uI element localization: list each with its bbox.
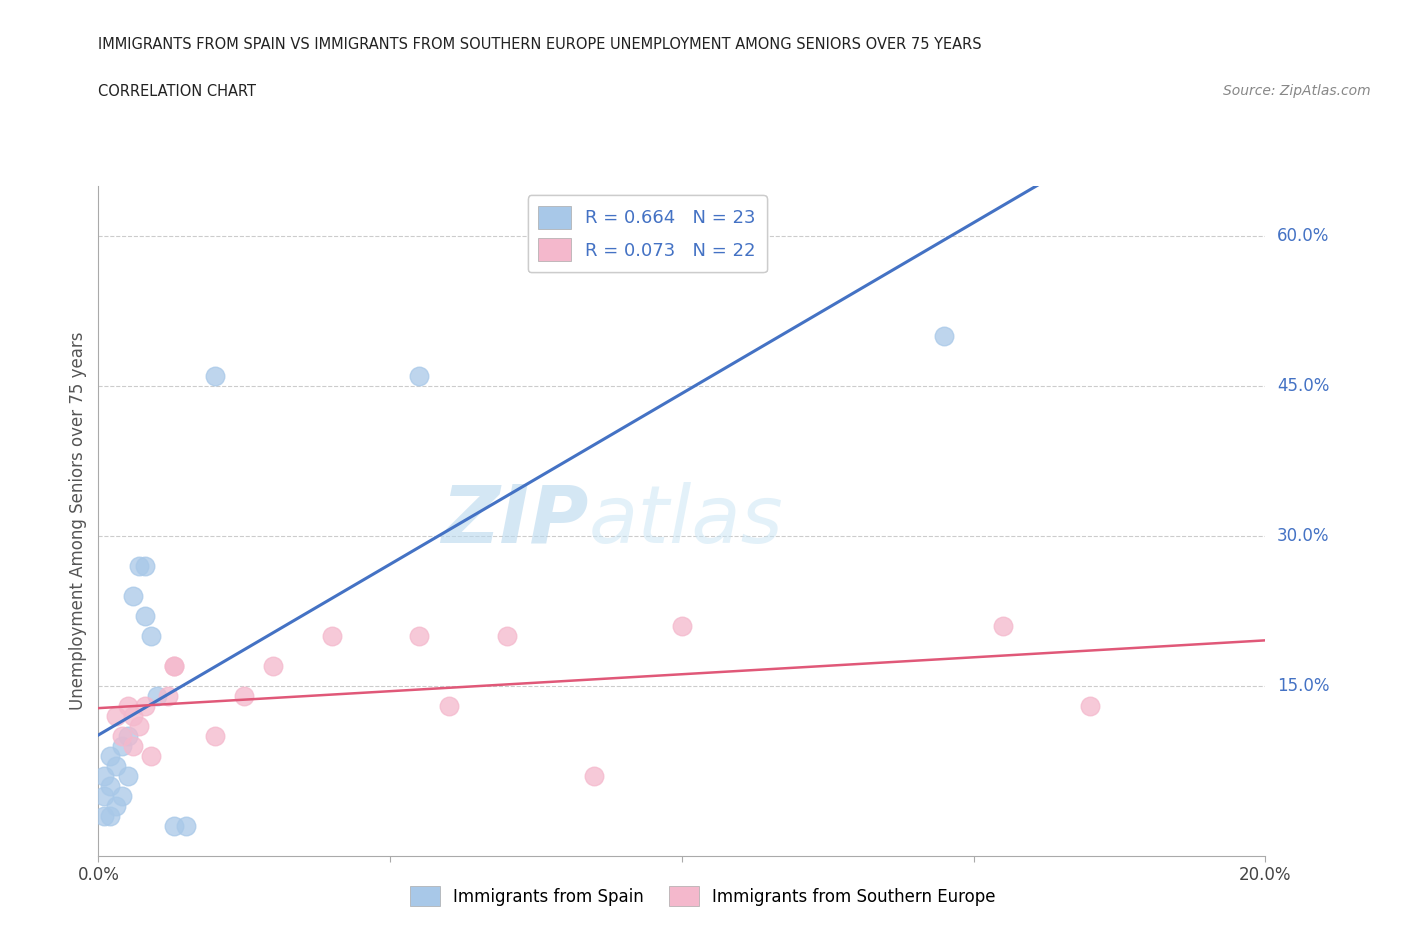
Point	[174, 818, 197, 833]
Point	[98, 808, 121, 823]
Point	[134, 698, 156, 713]
Point	[134, 558, 156, 573]
Point	[104, 709, 127, 724]
Point	[111, 738, 134, 753]
Text: Source: ZipAtlas.com: Source: ZipAtlas.com	[1223, 84, 1371, 98]
Point	[262, 658, 284, 673]
Point	[139, 749, 162, 764]
Point	[583, 768, 606, 783]
Point	[408, 368, 430, 383]
Point	[408, 629, 430, 644]
Point	[128, 718, 150, 733]
Point	[117, 768, 139, 783]
Point	[93, 768, 115, 783]
Point	[139, 629, 162, 644]
Point	[117, 728, 139, 743]
Point	[437, 698, 460, 713]
Point	[1080, 698, 1102, 713]
Point	[163, 658, 186, 673]
Point	[163, 658, 186, 673]
Point	[93, 808, 115, 823]
Point	[321, 629, 343, 644]
Text: ZIP: ZIP	[441, 482, 589, 560]
Point	[991, 618, 1014, 633]
Point	[934, 328, 956, 343]
Text: 60.0%: 60.0%	[1277, 227, 1330, 245]
Point	[495, 629, 517, 644]
Point	[111, 728, 134, 743]
Text: IMMIGRANTS FROM SPAIN VS IMMIGRANTS FROM SOUTHERN EUROPE UNEMPLOYMENT AMONG SENI: IMMIGRANTS FROM SPAIN VS IMMIGRANTS FROM…	[98, 37, 981, 52]
Point	[117, 698, 139, 713]
Point	[98, 778, 121, 793]
Legend: R = 0.664   N = 23, R = 0.073   N = 22: R = 0.664 N = 23, R = 0.073 N = 22	[527, 195, 766, 272]
Point	[104, 758, 127, 773]
Point	[134, 608, 156, 623]
Point	[111, 789, 134, 804]
Point	[204, 728, 226, 743]
Point	[104, 798, 127, 813]
Y-axis label: Unemployment Among Seniors over 75 years: Unemployment Among Seniors over 75 years	[69, 332, 87, 710]
Point	[146, 688, 169, 703]
Legend: Immigrants from Spain, Immigrants from Southern Europe: Immigrants from Spain, Immigrants from S…	[404, 880, 1002, 912]
Point	[122, 589, 145, 604]
Point	[671, 618, 693, 633]
Point	[122, 709, 145, 724]
Text: CORRELATION CHART: CORRELATION CHART	[98, 84, 256, 99]
Text: 45.0%: 45.0%	[1277, 377, 1330, 395]
Point	[128, 558, 150, 573]
Point	[98, 749, 121, 764]
Text: 15.0%: 15.0%	[1277, 677, 1330, 695]
Point	[93, 789, 115, 804]
Point	[163, 818, 186, 833]
Point	[233, 688, 256, 703]
Point	[157, 688, 180, 703]
Text: 30.0%: 30.0%	[1277, 526, 1330, 545]
Point	[122, 738, 145, 753]
Text: atlas: atlas	[589, 482, 783, 560]
Point	[204, 368, 226, 383]
